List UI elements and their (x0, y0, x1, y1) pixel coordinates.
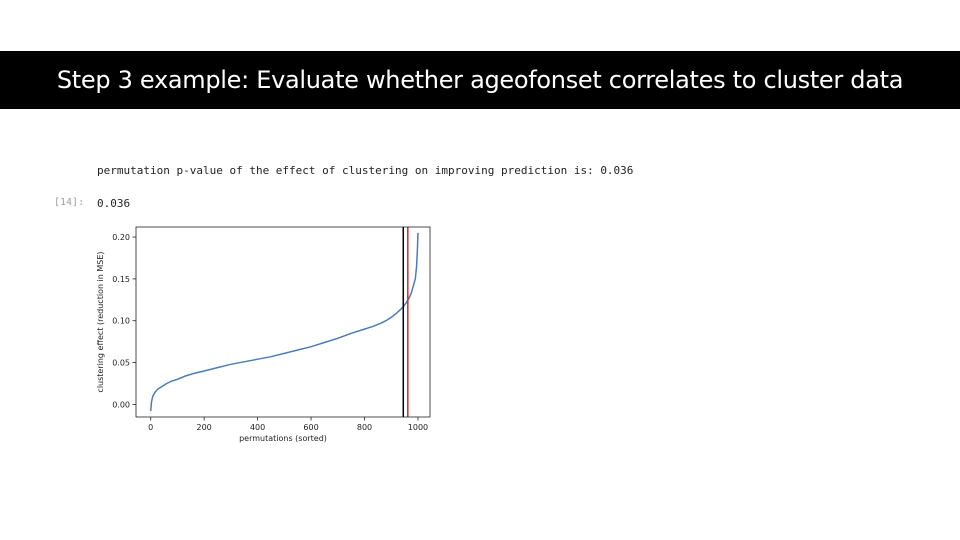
cell-result: 0.036 (97, 197, 131, 210)
x-tick-label: 400 (250, 423, 265, 432)
x-tick-label: 1000 (408, 423, 428, 432)
permutation-chart: 0 200 400 600 800 1000 0.00 0.05 0.10 0.15 0.20 per… (96, 226, 431, 443)
x-tick-label: 200 (197, 423, 212, 432)
series-line (149, 232, 419, 412)
y-axis-label: clustering effect (reduction in MSE) (96, 251, 105, 392)
plot-frame (135, 226, 431, 418)
x-tick-label: 600 (303, 423, 318, 432)
notebook-output-text: permutation p-value of the effect of clu… (97, 164, 634, 177)
y-tick-label: 0.10 (112, 317, 130, 326)
y-tick-label: 0.00 (112, 400, 130, 409)
y-tick-label: 0.20 (112, 233, 130, 242)
x-axis-label: permutations (sorted) (239, 434, 327, 443)
x-tick-label: 800 (357, 423, 372, 432)
y-tick-label: 0.05 (112, 359, 130, 368)
cell-prompt: [14]: (54, 197, 85, 208)
x-tick-label: 0 (148, 423, 153, 432)
y-tick-label: 0.15 (112, 275, 130, 284)
slide-title: Step 3 example: Evaluate whether ageofon… (56, 66, 904, 94)
slide-title-bar: Step 3 example: Evaluate whether ageofon… (0, 51, 960, 109)
